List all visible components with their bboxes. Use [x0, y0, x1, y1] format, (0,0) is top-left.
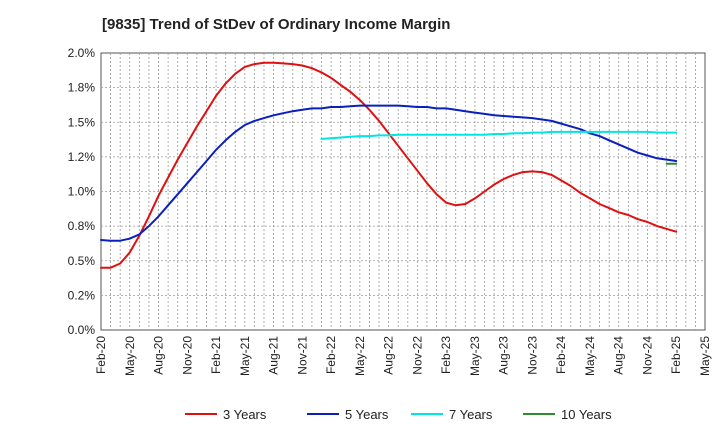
y-tick-label: 1.2%	[68, 150, 96, 164]
legend-label-1: 5 Years	[345, 407, 389, 422]
x-tick-label: Aug-24	[612, 336, 626, 375]
x-tick-label: May-20	[123, 336, 137, 376]
chart-title: [9835] Trend of StDev of Ordinary Income…	[102, 16, 450, 33]
x-tick-label: May-22	[353, 336, 367, 376]
series-lines	[100, 61, 678, 269]
y-tick-label: 2.0%	[68, 46, 96, 60]
series-line-1	[100, 104, 678, 242]
x-tick-label: Nov-24	[640, 336, 654, 375]
x-tick-label: Nov-22	[410, 336, 424, 375]
y-tick-label: 1.0%	[68, 185, 96, 199]
x-tick-label: Nov-23	[525, 336, 539, 375]
legend-label-0: 3 Years	[223, 407, 267, 422]
grid	[101, 53, 705, 330]
x-tick-label: Aug-21	[267, 336, 281, 375]
y-tick-label: 0.8%	[68, 219, 96, 233]
x-tick-label: Nov-21	[295, 336, 309, 375]
x-tick-label: Feb-21	[209, 336, 223, 374]
x-tick-label: Feb-22	[324, 336, 338, 374]
x-tick-label: Nov-20	[180, 336, 194, 375]
series-line-0	[100, 61, 678, 269]
x-tick-label: Feb-25	[669, 336, 683, 374]
x-tick-label: Feb-24	[554, 336, 568, 374]
legend: 3 Years 5 Years 7 Years 10 Years	[185, 407, 612, 422]
x-axis-ticks: Feb-20 May-20 Aug-20 Nov-20 Feb-21 May-21 Aug-…	[94, 336, 712, 376]
x-tick-label: Aug-20	[152, 336, 166, 375]
y-tick-label: 0.2%	[68, 288, 96, 302]
x-tick-label: May-25	[698, 336, 712, 376]
x-tick-label: Feb-20	[94, 336, 108, 374]
x-tick-label: May-24	[583, 336, 597, 376]
x-tick-label: Aug-22	[382, 336, 396, 375]
x-tick-label: Aug-23	[497, 336, 511, 375]
y-axis-ticks: 0.0% 0.2% 0.5% 0.8% 1.0% 1.2% 1.5% 1.8% 2.0%	[68, 46, 96, 337]
legend-label-3: 10 Years	[561, 407, 612, 422]
y-tick-label: 1.5%	[68, 115, 96, 129]
y-tick-label: 0.0%	[68, 323, 96, 337]
y-tick-label: 0.5%	[68, 254, 96, 268]
x-tick-label: Feb-23	[439, 336, 453, 374]
x-tick-label: May-23	[468, 336, 482, 376]
series-line-2	[320, 130, 678, 140]
x-tick-label: May-21	[238, 336, 252, 376]
legend-label-2: 7 Years	[449, 407, 493, 422]
y-tick-label: 1.8%	[68, 81, 96, 95]
